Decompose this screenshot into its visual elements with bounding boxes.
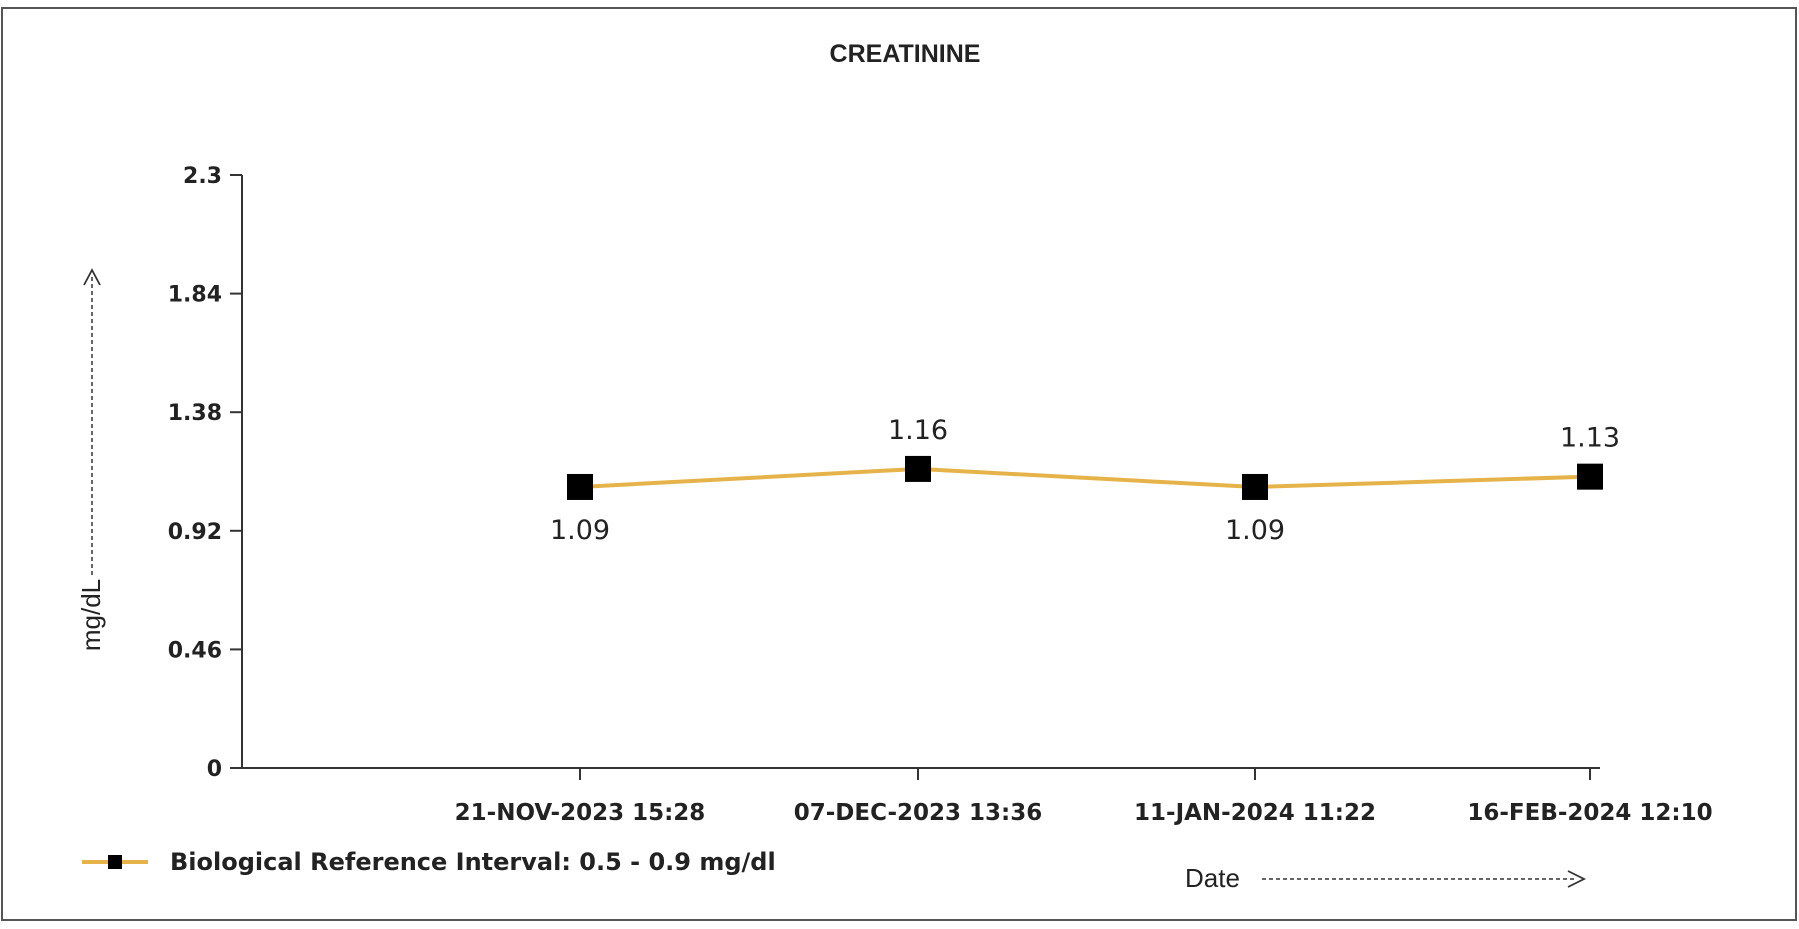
data-point-marker xyxy=(567,473,593,500)
series-line xyxy=(579,466,1591,489)
x-tick-label: 21-NOV-2023 15:28 xyxy=(455,800,706,826)
data-point-marker xyxy=(905,455,931,482)
x-axis-arrow-head xyxy=(1567,870,1587,888)
data-point-marker xyxy=(1242,473,1268,500)
legend-marker-swatch xyxy=(108,855,122,869)
data-label: 1.16 xyxy=(888,415,948,446)
data-labels: 1.09 1.16 1.09 1.13 xyxy=(550,415,1620,546)
chart-frame xyxy=(1,7,1797,921)
y-tick-label: 2.3 xyxy=(183,164,222,189)
legend: Biological Reference Interval: 0.5 - 0.9… xyxy=(82,848,776,876)
y-tick-label: 0.46 xyxy=(168,638,222,663)
data-label: 1.09 xyxy=(550,515,610,546)
x-tick-label: 07-DEC-2023 13:36 xyxy=(794,800,1043,826)
y-tick-label: 0.92 xyxy=(168,520,222,545)
x-tick-label: 11-JAN-2024 11:22 xyxy=(1134,800,1376,826)
y-tick-label: 0 xyxy=(207,757,222,782)
y-axis-arrow-head xyxy=(83,268,101,286)
legend-label: Biological Reference Interval: 0.5 - 0.9… xyxy=(170,848,776,876)
y-ticks: 0 0.46 0.92 1.38 1.84 2.3 xyxy=(168,164,242,782)
x-axis-title-group: Date xyxy=(1185,863,1587,893)
x-tick-label: 16-FEB-2024 12:10 xyxy=(1467,800,1712,826)
chart-title: CREATININE xyxy=(830,40,981,68)
data-label: 1.09 xyxy=(1225,515,1285,546)
x-ticks: 21-NOV-2023 15:28 07-DEC-2023 13:36 11-JAN… xyxy=(455,768,1713,826)
x-axis-title: Date xyxy=(1185,863,1240,893)
data-point-marker xyxy=(1577,463,1603,490)
y-tick-label: 1.38 xyxy=(168,401,222,426)
data-label: 1.13 xyxy=(1560,423,1620,454)
y-axis-title-group: mg/dL xyxy=(76,268,106,651)
y-axis-title: mg/dL xyxy=(76,579,106,651)
y-tick-label: 1.84 xyxy=(168,283,222,308)
series-group xyxy=(567,455,1603,500)
axes xyxy=(241,175,1600,769)
